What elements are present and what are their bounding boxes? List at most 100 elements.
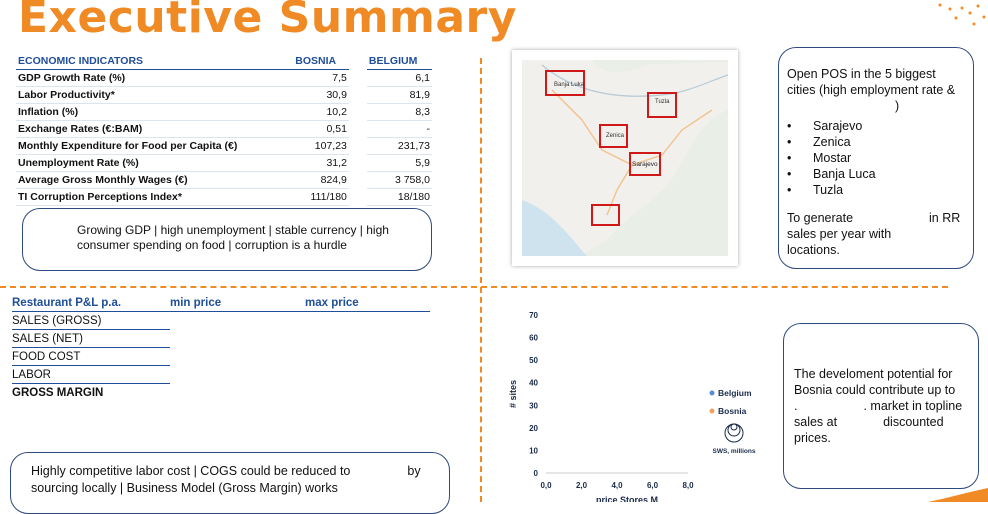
x-tick-label: 2,0 xyxy=(576,481,588,490)
map-label-banja-luka: Banja Luka xyxy=(554,82,585,88)
belgium-value: 8,3 xyxy=(366,103,432,121)
economic-summary-text: Growing GDP | high unemployment | stable… xyxy=(77,223,389,252)
indicator-label: Monthly Expenditure for Food per Capita … xyxy=(16,137,294,155)
bosnia-map: Banja Luka Tuzla Zenica Sarajevo xyxy=(512,50,738,266)
potential-line-4a: sales at xyxy=(794,415,838,429)
pos-expansion-box: Open POS in the 5 biggest cities (high e… xyxy=(778,47,974,269)
pl-header-label: Restaurant P&L p.a. xyxy=(12,295,170,312)
pl-row-label: SALES (NET) xyxy=(12,329,170,348)
max-price-column-header: max price xyxy=(305,295,430,312)
indicator-row: Labor Productivity* 30,9 81,9 xyxy=(16,86,432,104)
cost-summary-line-1b: by xyxy=(407,464,421,478)
pos-line-2: ) xyxy=(895,99,900,113)
bosnia-value: 824,9 xyxy=(293,171,349,189)
pl-row-label: SALES (GROSS) xyxy=(12,311,170,330)
bosnia-value: 31,2 xyxy=(293,154,349,172)
potential-line-4b: discounted xyxy=(883,415,944,429)
indicator-row: Exchange Rates (€:BAM) 0,51- xyxy=(16,120,432,138)
city-list-item: Banja Luca xyxy=(787,166,965,182)
corner-accent xyxy=(928,488,988,502)
economic-indicators-table: ECONOMIC INDICATORS BOSNIA BELGIUM GDP G… xyxy=(16,53,432,206)
city-list-item: Sarajevo xyxy=(787,118,965,134)
indicator-row: Average Gross Monthly Wages (€) 824,9 3 75… xyxy=(16,171,432,189)
bosnia-value: 107,23 xyxy=(293,137,349,155)
legend-label: Belgium xyxy=(718,388,752,398)
cost-summary-line-2: sourcing locally | Business Model (Gross… xyxy=(31,481,338,495)
page-title: Executive Summary xyxy=(18,0,517,43)
indicator-label: Unemployment Rate (%) xyxy=(16,154,294,172)
indicator-label: TI Corruption Perceptions Index* xyxy=(16,188,294,206)
bosnia-value: 7,5 xyxy=(293,69,349,87)
vertical-divider xyxy=(480,58,482,502)
city-list-item: Mostar xyxy=(787,150,965,166)
indicator-label: Exchange Rates (€:BAM) xyxy=(16,120,294,138)
map-label-zenica: Zenica xyxy=(606,133,625,139)
x-tick-label: 4,0 xyxy=(611,481,623,490)
cost-summary-box: Highly competitive labor cost | COGS cou… xyxy=(10,452,450,514)
y-tick-label: 0 xyxy=(534,469,539,478)
x-tick-label: 8,0 xyxy=(682,481,694,490)
legend-marker-belgium xyxy=(709,390,715,396)
bosnia-value: 0,51 xyxy=(293,120,349,138)
indicator-row: GDP Growth Rate (%) 7,5 6,1 xyxy=(16,69,432,87)
y-tick-label: 10 xyxy=(529,446,538,455)
potential-line-3a: . xyxy=(794,399,798,413)
indicator-label: Average Gross Monthly Wages (€) xyxy=(16,171,294,189)
indicator-row: Monthly Expenditure for Food per Capita … xyxy=(16,137,432,155)
size-legend-circle xyxy=(730,423,738,431)
restaurant-pl-table: Restaurant P&L p.a. min price max price … xyxy=(12,295,430,401)
indicator-row: Unemployment Rate (%) 31,2 5,9 xyxy=(16,154,432,172)
cost-summary-line-1a: Highly competitive labor cost | COGS cou… xyxy=(31,464,351,478)
belgium-value: 3 758,0 xyxy=(366,171,432,189)
belgium-value: 6,1 xyxy=(366,69,432,87)
pos-line-3a: To generate xyxy=(787,211,854,225)
pos-line-1: Open POS in the 5 biggest cities (high e… xyxy=(787,67,956,97)
y-tick-label: 30 xyxy=(529,401,538,410)
x-tick-label: 6,0 xyxy=(647,481,659,490)
city-list-item: Zenica xyxy=(787,134,965,150)
x-tick-label: 0,0 xyxy=(540,481,552,490)
y-tick-label: 70 xyxy=(529,311,538,320)
city-list: Sarajevo Zenica Mostar Banja Luca Tuzla xyxy=(787,118,965,198)
pl-row-label: FOOD COST xyxy=(12,347,170,366)
pl-row-label: LABOR xyxy=(12,365,170,384)
bosnia-value: 111/180 xyxy=(293,188,349,206)
size-legend-circle xyxy=(724,423,744,443)
potential-line-2: Bosnia could contribute up to xyxy=(794,383,956,397)
y-tick-label: 50 xyxy=(529,356,538,365)
y-tick-label: 60 xyxy=(529,334,538,343)
bosnia-value: 30,9 xyxy=(293,86,349,104)
indicators-header-label: ECONOMIC INDICATORS xyxy=(16,53,294,70)
y-tick-label: 20 xyxy=(529,424,538,433)
bosnia-value: 10,2 xyxy=(293,103,349,121)
potential-line-5: prices. xyxy=(794,431,831,445)
indicator-label: Labor Productivity* xyxy=(16,86,294,104)
belgium-value: - xyxy=(366,120,432,138)
min-price-column-header: min price xyxy=(170,295,305,312)
pl-row-label-gross-margin: GROSS MARGIN xyxy=(12,386,104,399)
economic-summary-box: Growing GDP | high unemployment | stable… xyxy=(22,208,432,271)
pos-line-5: locations. xyxy=(787,243,840,257)
belgium-value: 231,73 xyxy=(366,137,432,155)
indicator-row: TI Corruption Perceptions Index* 111/180 1… xyxy=(16,188,432,206)
horizontal-divider xyxy=(0,286,948,288)
development-potential-box: The develoment potential for Bosnia coul… xyxy=(783,323,979,489)
bosnia-column-header: BOSNIA xyxy=(293,53,349,70)
belgium-value: 18/180 xyxy=(366,188,432,206)
y-axis-title: # sites xyxy=(508,380,518,408)
decorative-dots xyxy=(938,3,986,26)
city-list-item: Tuzla xyxy=(787,182,965,198)
indicator-row: Inflation (%) 10,2 8,3 xyxy=(16,103,432,121)
belgium-column-header: BELGIUM xyxy=(366,53,432,70)
pos-line-3b: in RR xyxy=(929,211,961,225)
potential-line-3b: . market in topline xyxy=(863,399,963,413)
map-label-sarajevo: Sarajevo xyxy=(632,161,658,168)
indicator-label: GDP Growth Rate (%) xyxy=(16,69,294,87)
x-axis-title: price Stores M xyxy=(596,495,658,502)
pos-line-4: sales per year with xyxy=(787,227,892,241)
sites-scatter-chart: 0 10 20 30 40 50 60 70 0,0 2,0 4,0 6,0 8,0 # sites pri… xyxy=(496,304,766,505)
y-tick-label: 40 xyxy=(529,379,538,388)
indicator-label: Inflation (%) xyxy=(16,103,294,121)
legend-label: Bosnia xyxy=(718,406,747,416)
potential-line-1: The develoment potential for xyxy=(794,367,953,381)
